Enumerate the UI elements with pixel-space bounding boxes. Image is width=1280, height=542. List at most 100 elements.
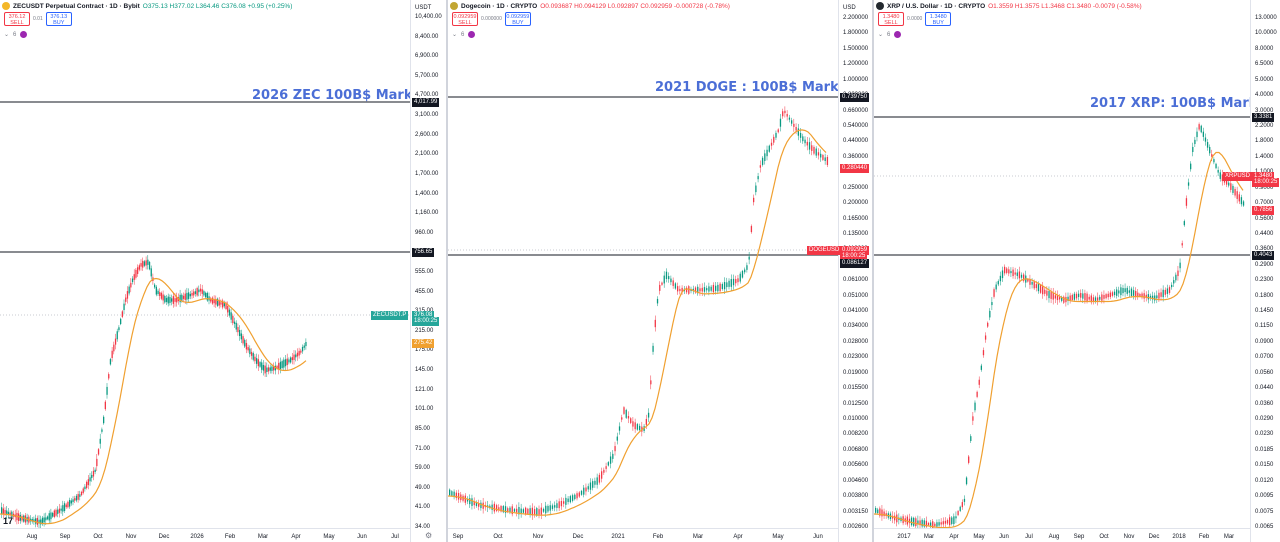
tradingview-logo-icon[interactable]: 17 (3, 516, 14, 526)
sell-button[interactable]: 0.092959 SELL (452, 12, 478, 26)
indicator-icon[interactable] (468, 31, 476, 38)
time-axis-zec[interactable]: Aug Sep Oct Nov Dec 2026 Feb Mar Apr May Jun Jul (0, 528, 410, 542)
candle-body (453, 491, 455, 498)
time-axis-doge[interactable]: Sep Oct Nov Dec 2021 Feb Mar Apr May Jun (448, 528, 838, 542)
time-tick-label: Mar (692, 534, 704, 540)
candle-body (1092, 297, 1095, 302)
price-tag[interactable]: 0.280440 (840, 164, 870, 173)
candle-body (527, 508, 529, 514)
settings-gear-icon[interactable]: ⚙ (425, 531, 433, 540)
candle-body (82, 488, 84, 493)
chevron-down-icon[interactable]: ⌄ (452, 32, 458, 38)
buy-button[interactable]: 1.3480 BUY (925, 12, 952, 26)
price-tag[interactable]: 275.42 (412, 339, 435, 348)
candle-body (991, 302, 993, 306)
price-tag[interactable]: 3.3381 (1252, 113, 1275, 122)
time-tick-label: Sep (59, 534, 71, 540)
price-tick-label: 1.500000 (843, 45, 869, 52)
price-chart-zec[interactable] (0, 0, 410, 528)
candle-body (7, 511, 10, 515)
candle-body (908, 518, 911, 524)
candle-body (679, 288, 681, 292)
price-tag[interactable]: 0.086127 (840, 259, 870, 268)
time-axis-xrp[interactable]: 2017 Mar Apr May Jun Jul Aug Sep Oct Nov Dec 2018 Fe… (874, 528, 1250, 542)
time-tick-label: May (973, 534, 985, 540)
candle-body (652, 345, 654, 352)
price-chart-doge[interactable] (448, 0, 838, 528)
candle-body (999, 275, 1002, 282)
buy-button[interactable]: 0.092959 BUY (504, 12, 531, 26)
candle-body (1056, 295, 1059, 301)
indicator-icon[interactable] (894, 31, 902, 38)
candle-body (123, 303, 125, 311)
price-tag[interactable]: 18:00:25 (1252, 178, 1280, 187)
price-tag[interactable]: DOGEUSD (807, 246, 842, 255)
candle-body (1228, 182, 1230, 186)
indicators-toggle-zec[interactable]: ⌄ 6 (4, 31, 28, 38)
annotation-text-xrp[interactable]: 2017 XRP: 100B$ Marketcap (1090, 96, 1280, 111)
symbol-title[interactable]: Dogecoin · 1D · CRYPTO (461, 2, 538, 10)
candle-body (663, 275, 665, 284)
symbol-title[interactable]: ZECUSDT Perpetual Contract · 1D · Bybit (13, 2, 140, 10)
pane-divider[interactable] (872, 0, 874, 542)
candle-body (1099, 296, 1101, 300)
price-axis-zec[interactable]: USDT 10,400.00 8,400.00 6,900.00 5,700.00 4,… (371, 0, 446, 542)
annotation-text-zec[interactable]: 2026 ZEC 100B$ Marketcap (252, 88, 446, 103)
candle-body (502, 506, 504, 513)
price-tag[interactable]: 18:00:25 (840, 252, 868, 261)
candle-body (1113, 291, 1116, 296)
price-tag[interactable]: 4,017.99 (412, 98, 440, 107)
symbol-icon (2, 2, 10, 10)
candle-body (1232, 185, 1234, 193)
price-tick-label: 4,700.00 (415, 92, 439, 99)
chart-pane-doge[interactable]: Dogecoin · 1D · CRYPTO O0.093687 H0.0941… (448, 0, 872, 542)
candle-body (804, 139, 806, 144)
buy-button[interactable]: 376.13 BUY (45, 12, 72, 26)
pane-divider[interactable] (446, 0, 448, 542)
price-tag[interactable]: ZECUSDT.P (371, 311, 409, 320)
price-tag[interactable]: 18:00:25 (412, 317, 440, 326)
candle-body (688, 286, 690, 294)
candle-body (993, 289, 995, 297)
candle-body (621, 417, 623, 420)
moving-average-line[interactable] (448, 129, 827, 516)
candle-body (580, 490, 583, 495)
price-tag[interactable]: 376.08 (412, 311, 435, 320)
candle-body (262, 365, 265, 371)
price-tag[interactable]: 756.65 (412, 248, 435, 257)
indicators-toggle-doge[interactable]: ⌄ 6 (452, 31, 476, 38)
candle-body (1027, 279, 1029, 282)
annotation-text-doge[interactable]: 2021 DOGE : 100B$ Marketcap (655, 80, 872, 95)
chart-pane-zec[interactable]: ZECUSDT Perpetual Contract · 1D · Bybit … (0, 0, 446, 542)
price-axis-xrp[interactable]: 13.0000 10.0000 8.0000 6.5000 5.0000 4.0000 3.… (1223, 0, 1280, 542)
candle-body (1151, 295, 1154, 300)
price-tag[interactable]: 1.3480 (1252, 172, 1275, 181)
price-axis-doge[interactable]: USD 2.200000 1.800000 1.500000 1.200000 1.00… (807, 0, 872, 542)
sell-button[interactable]: 1.3480 SELL (878, 12, 904, 26)
price-tag[interactable]: 0.4043 (1252, 251, 1275, 260)
chevron-down-icon[interactable]: ⌄ (4, 32, 10, 38)
indicator-icon[interactable] (20, 31, 28, 38)
chevron-down-icon[interactable]: ⌄ (878, 32, 884, 38)
candle-body (4, 510, 6, 514)
price-tag[interactable]: 0.092959 (840, 246, 870, 255)
price-chart-xrp[interactable] (874, 0, 1250, 528)
candle-body (301, 346, 304, 352)
candle-body (507, 508, 509, 512)
candle-body (1238, 194, 1240, 202)
sell-button[interactable]: 376.12 SELL (4, 12, 30, 26)
candle-body (267, 367, 270, 372)
candle-body (63, 503, 66, 511)
price-tick-label: 49.00 (415, 484, 431, 491)
price-tag[interactable]: 0.739750 (840, 93, 870, 102)
price-tag[interactable]: XRPUSD (1223, 172, 1253, 181)
symbol-title[interactable]: XRP / U.S. Dollar · 1D · CRYPTO (887, 2, 986, 10)
moving-average-line[interactable] (0, 277, 307, 525)
price-tag[interactable]: 0.7856 (1252, 206, 1275, 215)
price-tick-label: 1.200000 (843, 61, 869, 68)
moving-average-line[interactable] (874, 151, 1244, 528)
candle-body (549, 505, 551, 511)
candle-body (934, 523, 936, 527)
indicators-toggle-xrp[interactable]: ⌄ 6 (878, 31, 902, 38)
chart-pane-xrp[interactable]: XRP / U.S. Dollar · 1D · CRYPTO O1.3559 … (874, 0, 1280, 542)
